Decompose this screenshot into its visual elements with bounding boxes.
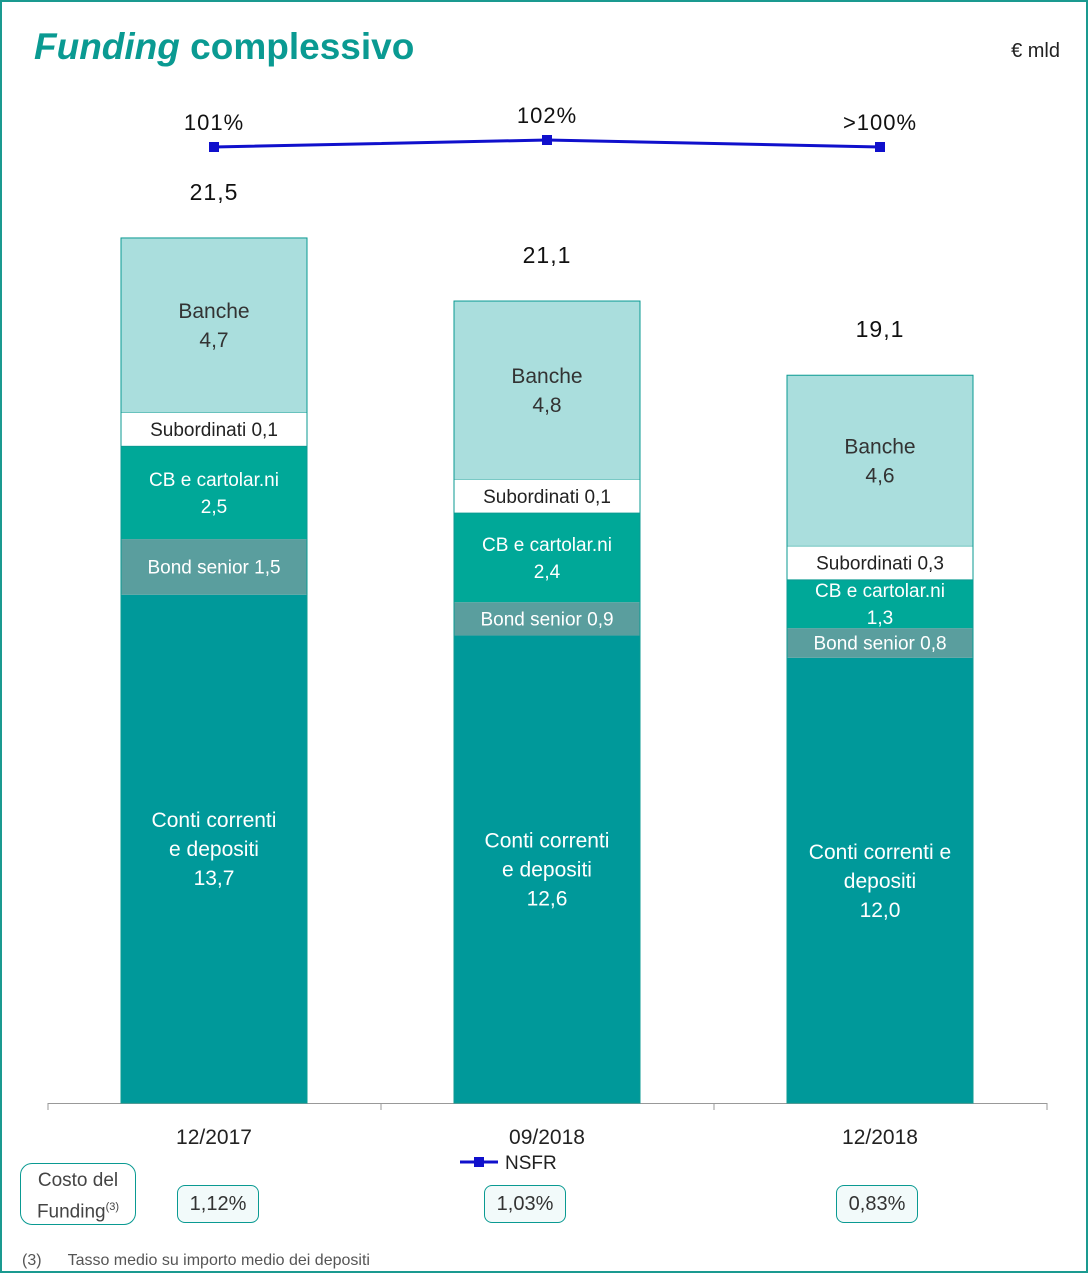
- bar-banche-1: [454, 301, 640, 480]
- bar-label-banche-2-1: 4,6: [865, 464, 894, 487]
- bar-bond-2: [787, 628, 973, 658]
- bar-outline-0: [120, 237, 308, 1104]
- bar-label-bond-2-0: Bond senior 0,8: [813, 634, 946, 655]
- bar-label-cb-0-0: CB e cartolar.ni: [149, 470, 279, 491]
- bar-total-2: 19,1: [856, 316, 905, 342]
- bar-cb-1: [454, 513, 640, 603]
- nsfr-label-2: >100%: [843, 110, 917, 135]
- bar-label-banche-2-0: Banche: [844, 435, 915, 458]
- bar-label-sub-1-0: Subordinati 0,1: [483, 487, 611, 508]
- bar-banche-2: [787, 375, 973, 546]
- bar-cb-2: [787, 579, 973, 629]
- bar-label-conti-1-2: 12,6: [527, 888, 568, 911]
- footnote-text: Tasso medio su importo medio dei deposit…: [67, 1252, 370, 1269]
- bar-label-banche-1-1: 4,8: [532, 394, 561, 417]
- x-tick-label-0: 12/2017: [176, 1126, 252, 1149]
- bar-bond-1: [454, 602, 640, 636]
- bar-label-conti-2-0: Conti correnti e: [809, 841, 951, 864]
- cost-value-12-2017: 1,12%: [177, 1185, 259, 1223]
- title-italic: Funding: [34, 26, 180, 67]
- bar-sub-2: [786, 545, 974, 581]
- bar-label-cb-1-1: 2,4: [534, 562, 561, 583]
- x-tick-label-2: 12/2018: [842, 1126, 918, 1149]
- bar-total-0: 21,5: [190, 179, 239, 205]
- legend-nsfr-label: NSFR: [505, 1153, 557, 1174]
- bar-cb-0: [121, 446, 307, 540]
- bar-label-cb-0-1: 2,5: [201, 497, 227, 518]
- bar-label-conti-2-2: 12,0: [860, 899, 901, 922]
- bar-label-conti-0-1: e depositi: [169, 838, 259, 861]
- bar-total-1: 21,1: [523, 242, 572, 268]
- nsfr-point-2: [875, 142, 885, 152]
- bar-label-bond-1-0: Bond senior 0,9: [480, 609, 613, 630]
- bar-outline-2: [786, 374, 974, 1104]
- bar-outline-1: [453, 300, 641, 1104]
- cost-label-line1: Costo del: [37, 1170, 119, 1191]
- cost-value-12-2018: 0,83%: [836, 1185, 918, 1223]
- bar-label-cb-2-0: CB e cartolar.ni: [815, 581, 945, 602]
- bar-label-conti-1-1: e depositi: [502, 859, 592, 882]
- bar-label-bond-0-0: Bond senior 1,5: [147, 558, 280, 579]
- bar-label-banche-0-0: Banche: [178, 300, 249, 323]
- bar-label-banche-0-1: 4,7: [199, 329, 228, 352]
- bar-conti-2: [787, 657, 973, 1103]
- cost-label-line2: Funding: [36, 1201, 106, 1223]
- bar-label-cb-2-1: 1,3: [867, 608, 893, 629]
- bar-conti-0: [121, 594, 307, 1103]
- cost-label-footnote-ref: (3): [105, 1201, 120, 1213]
- title-rest: complessivo: [190, 26, 415, 67]
- bar-label-cb-1-0: CB e cartolar.ni: [482, 535, 612, 556]
- cost-value-09-2018: 1,03%: [484, 1185, 566, 1223]
- footnote: (3) Tasso medio su importo medio dei depo…: [22, 1252, 370, 1270]
- nsfr-label-0: 101%: [184, 110, 244, 135]
- bar-label-conti-0-0: Conti correnti: [152, 809, 277, 832]
- nsfr-point-1: [542, 135, 552, 145]
- bar-label-conti-0-2: 13,7: [194, 867, 235, 890]
- legend-nsfr-marker: [474, 1157, 484, 1167]
- bar-conti-1: [454, 635, 640, 1103]
- chart-title: Funding complessivo: [34, 26, 414, 68]
- unit-label: € mld: [1011, 40, 1060, 62]
- bar-label-conti-1-0: Conti correnti: [485, 830, 610, 853]
- bar-label-conti-2-1: depositi: [844, 870, 916, 893]
- bar-bond-0: [121, 539, 307, 595]
- bar-label-banche-1-0: Banche: [511, 365, 582, 388]
- cost-of-funding-label: Costo del Funding(3): [20, 1163, 136, 1225]
- bar-banche-0: [121, 237, 307, 413]
- bar-label-sub-0-0: Subordinati 0,1: [150, 420, 278, 441]
- nsfr-label-1: 102%: [517, 103, 577, 128]
- x-tick-label-1: 09/2018: [509, 1126, 585, 1149]
- footnote-number: (3): [22, 1252, 42, 1269]
- bar-label-sub-2-0: Subordinati 0,3: [816, 554, 944, 575]
- nsfr-point-0: [209, 142, 219, 152]
